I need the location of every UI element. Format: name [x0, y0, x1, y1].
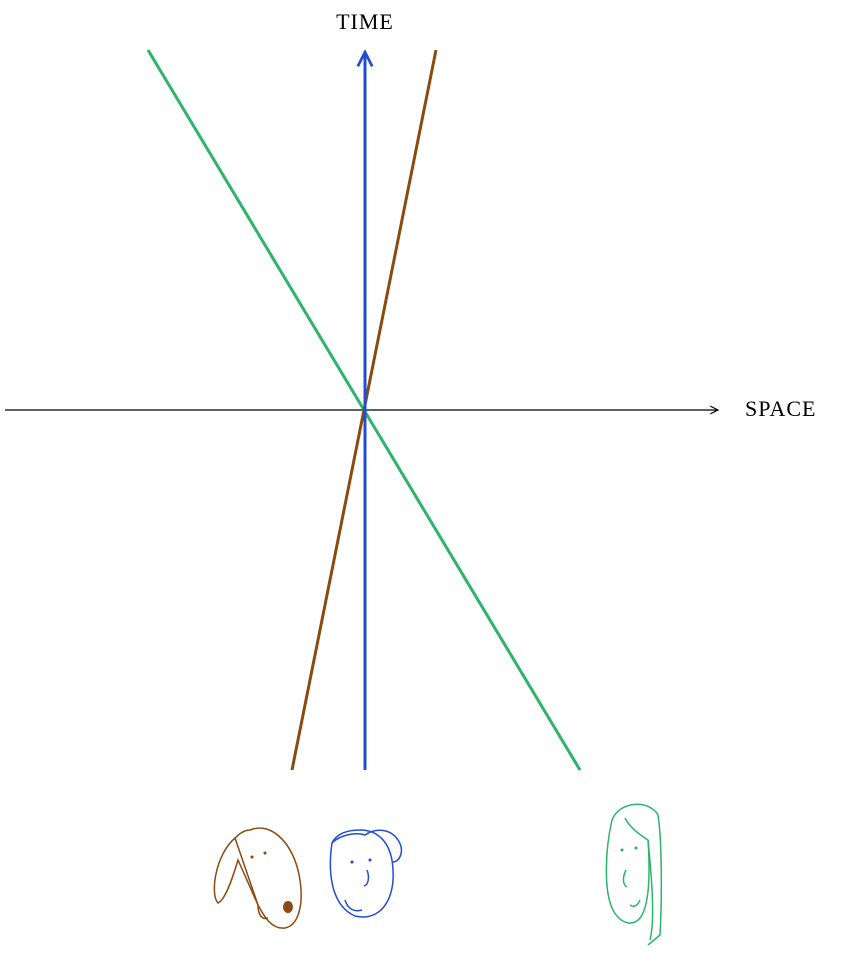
girl-face [605, 803, 663, 946]
time-label: TIME [336, 9, 394, 34]
boy-face [329, 829, 403, 918]
dog-nose [283, 901, 293, 913]
space-label: SPACE [745, 396, 816, 421]
dog-face [213, 827, 302, 929]
